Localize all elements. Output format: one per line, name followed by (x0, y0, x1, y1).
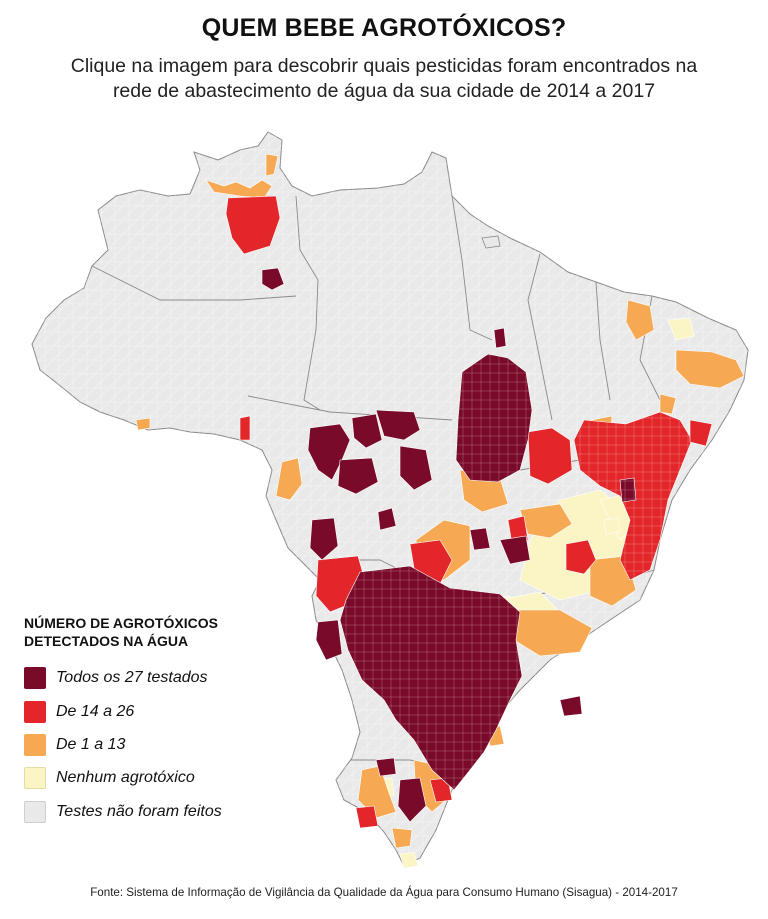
legend-swatch (24, 701, 46, 723)
legend-label: Nenhum agrotóxico (56, 769, 195, 786)
coastal-island (481, 235, 501, 249)
legend-item-not-tested: Testes não foram feitos (24, 800, 222, 824)
legend-item-14-to-26: De 14 a 26 (24, 700, 134, 724)
legend-item-1-to-13: De 1 a 13 (24, 733, 125, 757)
legend-label: Testes não foram feitos (56, 803, 222, 820)
municipal-borders (32, 132, 748, 866)
subtitle-line-1: Clique na imagem para descobrir quais pe… (70, 55, 698, 77)
subtitle-line-2: rede de abastecimento de água da sua cid… (112, 80, 656, 102)
legend-title: NÚMERO DE AGROTÓXICOS DETECTADOS NA ÁGUA (24, 614, 264, 650)
legend-swatch (24, 734, 46, 756)
map-legend: NÚMERO DE AGROTÓXICOS DETECTADOS NA ÁGUA… (24, 614, 324, 823)
legend-swatch (24, 767, 46, 789)
legend-label: De 14 a 26 (56, 703, 135, 720)
legend-label: De 1 a 13 (56, 736, 126, 753)
legend-title-line-1: NÚMERO DE AGROTÓXICOS (24, 615, 218, 631)
legend-item-all-27: Todos os 27 testados (24, 666, 208, 690)
legend-title-line-2: DETECTADOS NA ÁGUA (24, 633, 189, 649)
legend-swatch (24, 667, 46, 689)
source-note: Fonte: Sistema de Informação de Vigilânc… (90, 886, 678, 899)
page-subtitle: Clique na imagem para descobrir quais pe… (20, 54, 748, 104)
page-title: QUEM BEBE AGROTÓXICOS? (201, 14, 567, 42)
legend-label: Todos os 27 testados (56, 669, 208, 686)
municipal-borders-dense (340, 354, 692, 790)
legend-swatch (24, 801, 46, 823)
legend-item-none: Nenhum agrotóxico (24, 766, 195, 790)
